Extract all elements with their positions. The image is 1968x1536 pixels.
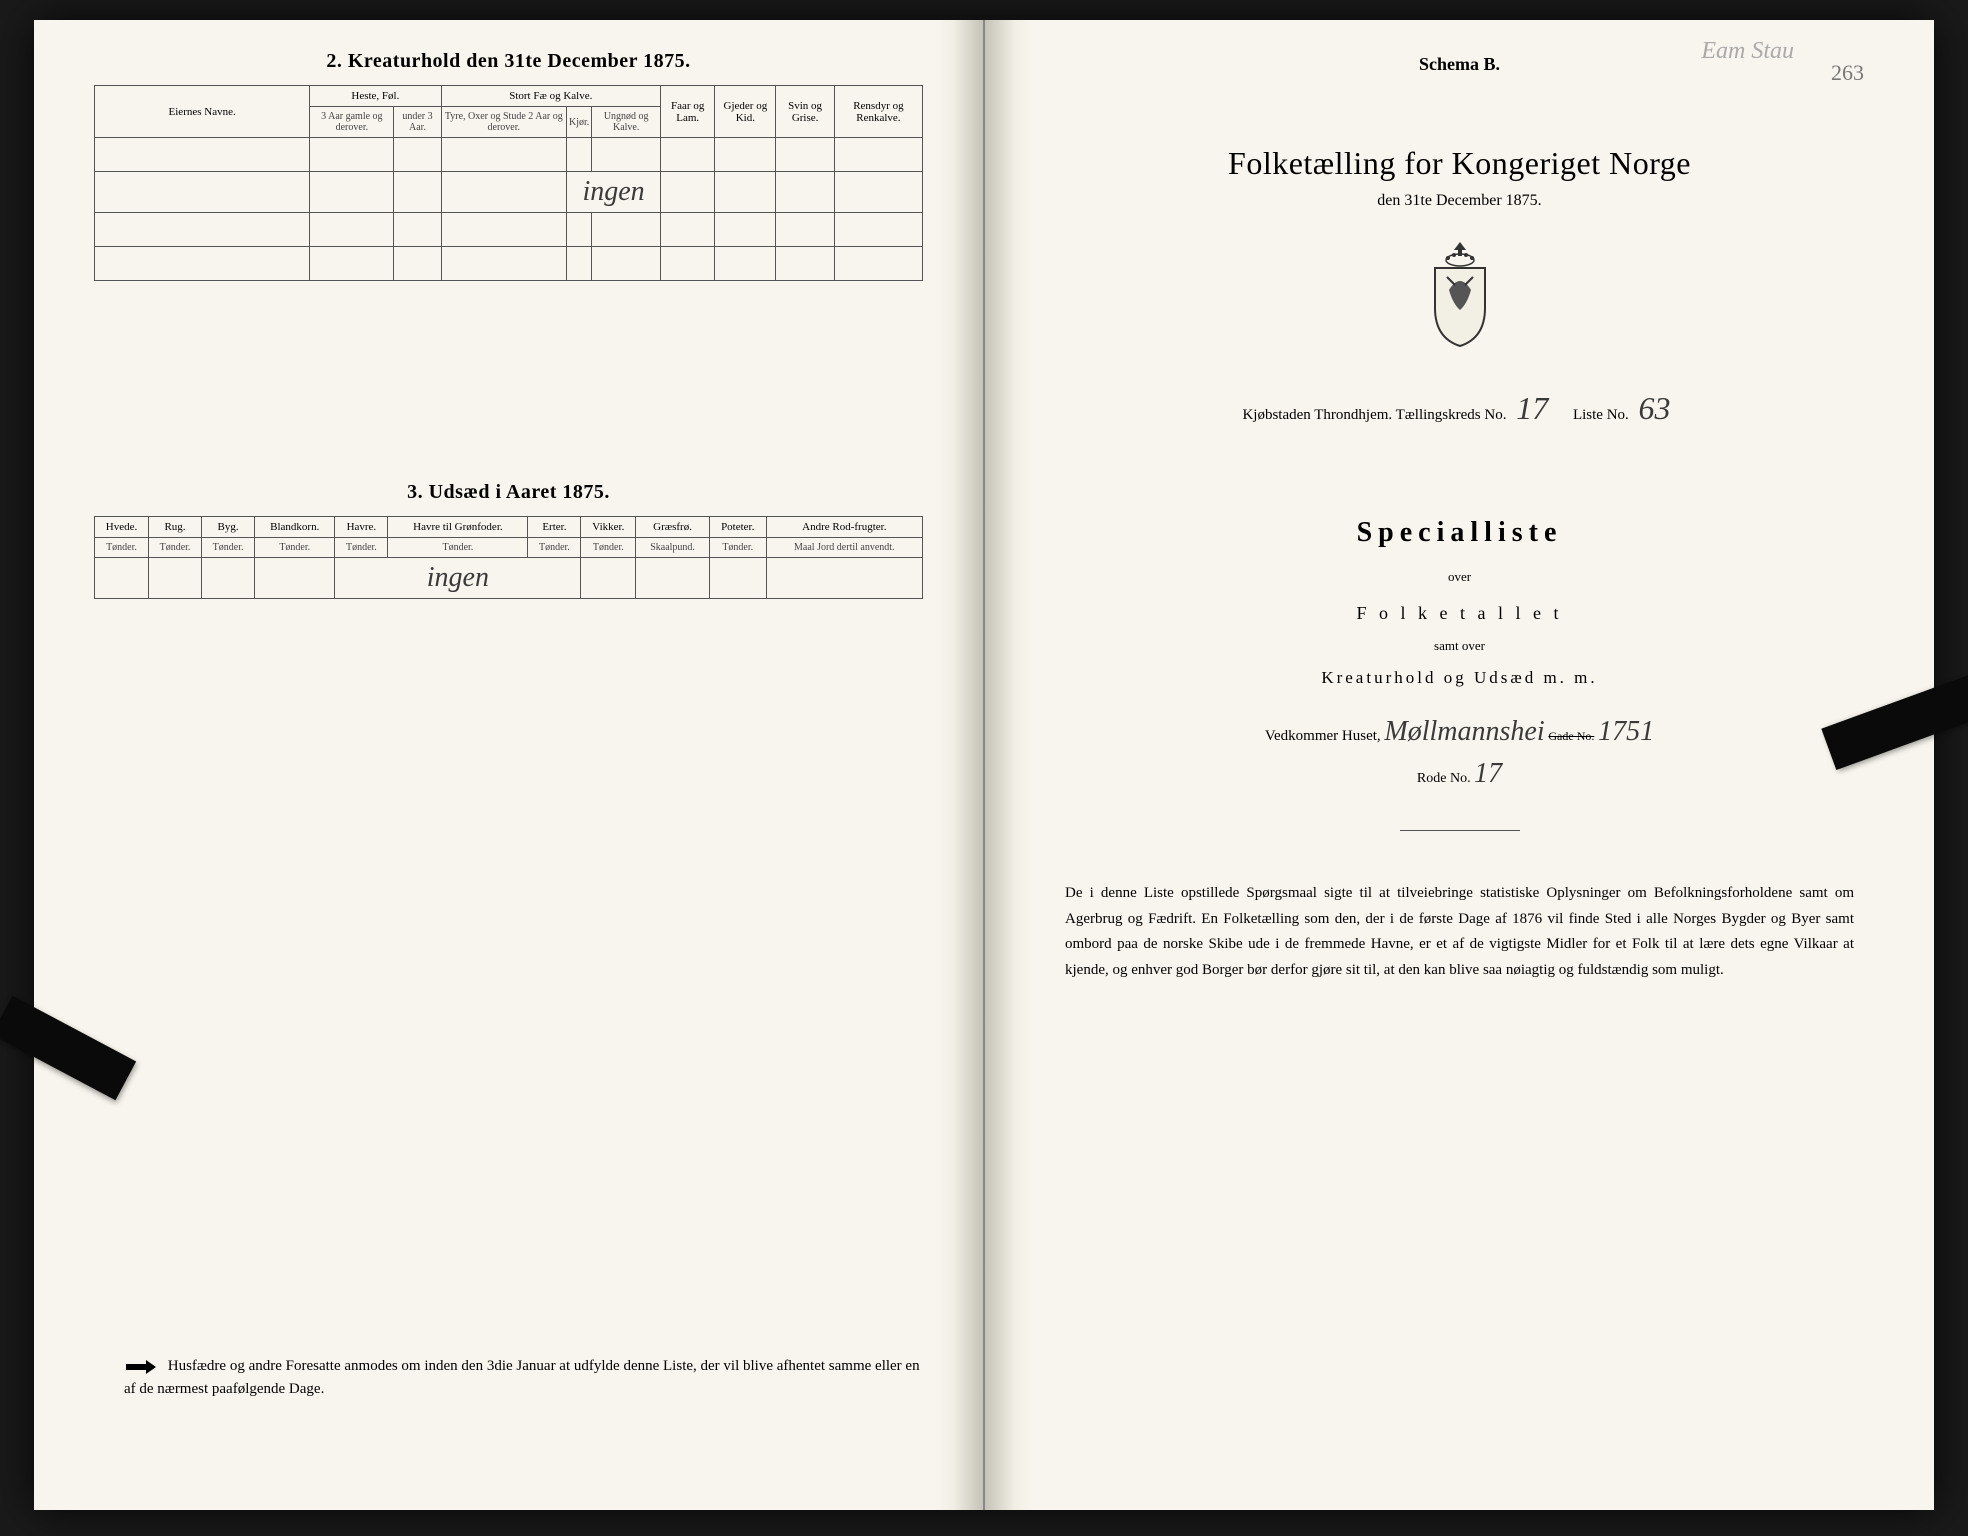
right-footer: De i denne Liste opstillede Spørgsmaal s…	[1045, 881, 1874, 983]
rode-label: Rode No.	[1417, 771, 1471, 786]
section2-title: 2. Kreaturhold den 31te December 1875.	[94, 50, 923, 73]
col-header: Havre.	[335, 517, 388, 538]
coat-of-arms-icon	[1415, 240, 1505, 350]
table-kreaturhold: Eiernes Navne. Heste, Føl. Stort Fæ og K…	[94, 85, 923, 281]
col-subheader: Tønder.	[581, 538, 636, 558]
kreds-number: 17	[1516, 390, 1548, 426]
col-subheader: Tønder.	[528, 538, 581, 558]
table-row	[95, 138, 923, 172]
heste-b: under 3 Aar.	[402, 111, 432, 133]
col-subheader: Maal Jord dertil anvendt.	[766, 538, 922, 558]
col-header: Rug.	[149, 517, 202, 538]
sub-date: den 31te December 1875.	[1045, 192, 1874, 210]
col-subheader: Tønder.	[709, 538, 766, 558]
samt-label: samt over	[1045, 638, 1874, 654]
table-row	[95, 247, 923, 281]
id-prefix: Kjøbstaden Throndhjem. Tællingskreds No.	[1242, 407, 1506, 423]
section3-title: 3. Udsæd i Aaret 1875.	[94, 481, 923, 504]
vedk-value: Møllmannshei	[1384, 716, 1544, 747]
handwritten-entry: ingen	[582, 176, 644, 207]
over-label: over	[1045, 569, 1874, 585]
rode-line: Rode No. 17	[1045, 758, 1874, 790]
liste-label: Liste No.	[1573, 407, 1629, 423]
col-gjed: Gjeder og Kid.	[724, 100, 768, 124]
col-subheader: Tønder.	[335, 538, 388, 558]
rode-value: 17	[1474, 758, 1502, 789]
col-subheader: Skaalpund.	[636, 538, 710, 558]
left-footer: Husfædre og andre Foresatte anmodes om i…	[124, 1355, 923, 1400]
col-header: Blandkorn.	[255, 517, 335, 538]
stort-a: Tyre, Oxer og Stude 2 Aar og derover.	[445, 111, 563, 133]
section-3: 3. Udsæd i Aaret 1875. Hvede.Rug.Byg.Bla…	[94, 481, 923, 599]
right-page: Eam Stau 263 Schema B. Folketælling for …	[985, 20, 1934, 1510]
pointing-hand-icon	[124, 1358, 158, 1376]
left-page: 2. Kreaturhold den 31te December 1875. E…	[34, 20, 985, 1510]
col-svin: Svin og Grise.	[788, 100, 822, 124]
col-eier: Eiernes Navne.	[169, 106, 236, 118]
vedk-label: Vedkommer Huset,	[1265, 728, 1381, 744]
stort-c: Ungnød og Kalve.	[604, 111, 649, 133]
page-number: 263	[1831, 60, 1864, 86]
table-row: ingen	[95, 558, 923, 599]
id-line: Kjøbstaden Throndhjem. Tællingskreds No.…	[1045, 390, 1874, 427]
col-header: Andre Rod-frugter.	[766, 517, 922, 538]
stort-b: Kjør.	[569, 117, 589, 128]
section-2: 2. Kreaturhold den 31te December 1875. E…	[94, 50, 923, 281]
kreatur-label: Kreaturhold og Udsæd m. m.	[1045, 668, 1874, 688]
gade-value: 1751	[1598, 716, 1654, 747]
col-subheader: Tønder.	[149, 538, 202, 558]
col-subheader: Tønder.	[202, 538, 255, 558]
table-row	[95, 213, 923, 247]
grp-heste: Heste, Føl.	[351, 90, 399, 102]
col-header: Græsfrø.	[636, 517, 710, 538]
col-subheader: Tønder.	[388, 538, 528, 558]
col-header: Erter.	[528, 517, 581, 538]
book-spread: 2. Kreaturhold den 31te December 1875. E…	[34, 20, 1934, 1510]
folketallet-label: F o l k e t a l l e t	[1045, 603, 1874, 624]
table-row: ingen	[95, 172, 923, 213]
book-clip-right	[1821, 674, 1968, 770]
col-header: Vikker.	[581, 517, 636, 538]
gade-label: Gade No.	[1548, 729, 1594, 743]
footer-text: Husfædre og andre Foresatte anmodes om i…	[124, 1358, 920, 1397]
book-clip-left	[0, 996, 136, 1101]
col-header: Havre til Grønfoder.	[388, 517, 528, 538]
liste-number: 63	[1639, 390, 1671, 426]
heste-a: 3 Aar gamle og derover.	[321, 111, 382, 133]
col-faar: Faar og Lam.	[671, 100, 704, 124]
specialliste-title: Specialliste	[1045, 517, 1874, 549]
col-header: Hvede.	[95, 517, 149, 538]
main-title: Folketælling for Kongeriget Norge	[1045, 145, 1874, 182]
col-header: Poteter.	[709, 517, 766, 538]
top-annotation: Eam Stau	[1701, 38, 1794, 65]
vedkommer-line: Vedkommer Huset, Møllmannshei Gade No. 1…	[1045, 716, 1874, 748]
col-rens: Rensdyr og Renkalve.	[853, 100, 903, 124]
grp-stort: Stort Fæ og Kalve.	[509, 90, 592, 102]
col-header: Byg.	[202, 517, 255, 538]
handwritten-entry: ingen	[427, 562, 489, 593]
col-subheader: Tønder.	[255, 538, 335, 558]
table-udsaed: Hvede.Rug.Byg.Blandkorn.Havre.Havre til …	[94, 516, 923, 599]
col-subheader: Tønder.	[95, 538, 149, 558]
divider	[1400, 830, 1520, 831]
